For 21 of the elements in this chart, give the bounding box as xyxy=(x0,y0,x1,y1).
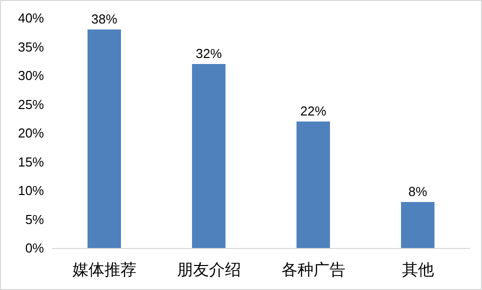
y-tick-label: 5% xyxy=(25,212,44,227)
x-tick-label: 媒体推荐 xyxy=(72,261,136,279)
data-label: 32% xyxy=(196,46,222,61)
x-tick-label: 各种广告 xyxy=(281,261,346,279)
y-tick-label: 35% xyxy=(18,39,44,54)
bar xyxy=(401,202,434,248)
x-tick-label: 朋友介绍 xyxy=(176,262,241,279)
data-label: 8% xyxy=(408,184,428,199)
y-tick-label: 10% xyxy=(18,183,44,198)
bar xyxy=(88,30,121,248)
bar xyxy=(192,64,226,248)
y-tick-label: 0% xyxy=(25,240,44,256)
y-tick-label: 25% xyxy=(18,96,44,112)
y-tick-label: 30% xyxy=(18,68,44,83)
y-tick-label: 15% xyxy=(18,154,44,170)
bar xyxy=(296,122,330,248)
y-tick-label: 40% xyxy=(18,10,44,26)
y-tick-label: 20% xyxy=(18,126,44,140)
x-tick-label: 其他 xyxy=(402,261,434,279)
data-label: 38% xyxy=(91,12,118,26)
data-label: 22% xyxy=(300,104,327,118)
